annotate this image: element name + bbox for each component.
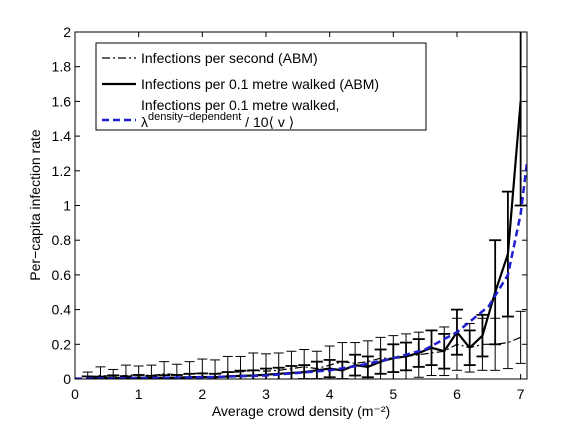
legend-label: Infections per 0.1 metre walked, bbox=[141, 97, 339, 113]
x-tick-label: 5 bbox=[389, 386, 397, 402]
legend-box bbox=[95, 42, 427, 131]
y-tick-label: 0.6 bbox=[52, 267, 72, 283]
y-tick-label: 2 bbox=[63, 24, 71, 40]
y-tick-label: 1 bbox=[63, 198, 71, 214]
axes-frame bbox=[74, 31, 528, 380]
formula-base: λ bbox=[141, 114, 148, 130]
formula-rest: / 10⟨ v ⟩ bbox=[241, 114, 294, 130]
series-line bbox=[87, 101, 522, 379]
legend-formula: λdensity−dependent / 10⟨ v ⟩ bbox=[141, 111, 294, 130]
y-tick-label: 1.4 bbox=[52, 128, 72, 144]
y-axis-label: Per−capita infection rate bbox=[27, 129, 43, 281]
y-tick-label: 1.8 bbox=[52, 59, 72, 75]
x-tick-label: 1 bbox=[135, 386, 143, 402]
x-tick-label: 0 bbox=[71, 386, 79, 402]
x-tick-label: 4 bbox=[326, 386, 334, 402]
y-tick-label: 0 bbox=[63, 371, 71, 387]
y-tick-label: 0.4 bbox=[52, 302, 72, 318]
legend: Infections per second (ABM) Infections pe… bbox=[95, 42, 427, 131]
legend-label: Infections per second (ABM) bbox=[141, 50, 318, 66]
series-line bbox=[87, 336, 521, 378]
legend-label: Infections per 0.1 metre walked (ABM) bbox=[141, 76, 379, 92]
x-tick-label: 7 bbox=[517, 386, 525, 402]
x-axis-label: Average crowd density (m⁻²) bbox=[212, 403, 390, 419]
y-tick-label: 0.8 bbox=[52, 232, 72, 248]
y-tick-label: 1.2 bbox=[52, 163, 72, 179]
plot-area bbox=[75, 32, 527, 379]
x-tick-label: 6 bbox=[453, 386, 461, 402]
y-tick-label: 1.6 bbox=[52, 93, 72, 109]
y-tick-label: 0.2 bbox=[52, 336, 72, 352]
formula-sup: density−dependent bbox=[148, 111, 241, 123]
x-tick-label: 2 bbox=[198, 386, 206, 402]
series-line bbox=[75, 161, 527, 379]
x-tick-label: 3 bbox=[262, 386, 270, 402]
